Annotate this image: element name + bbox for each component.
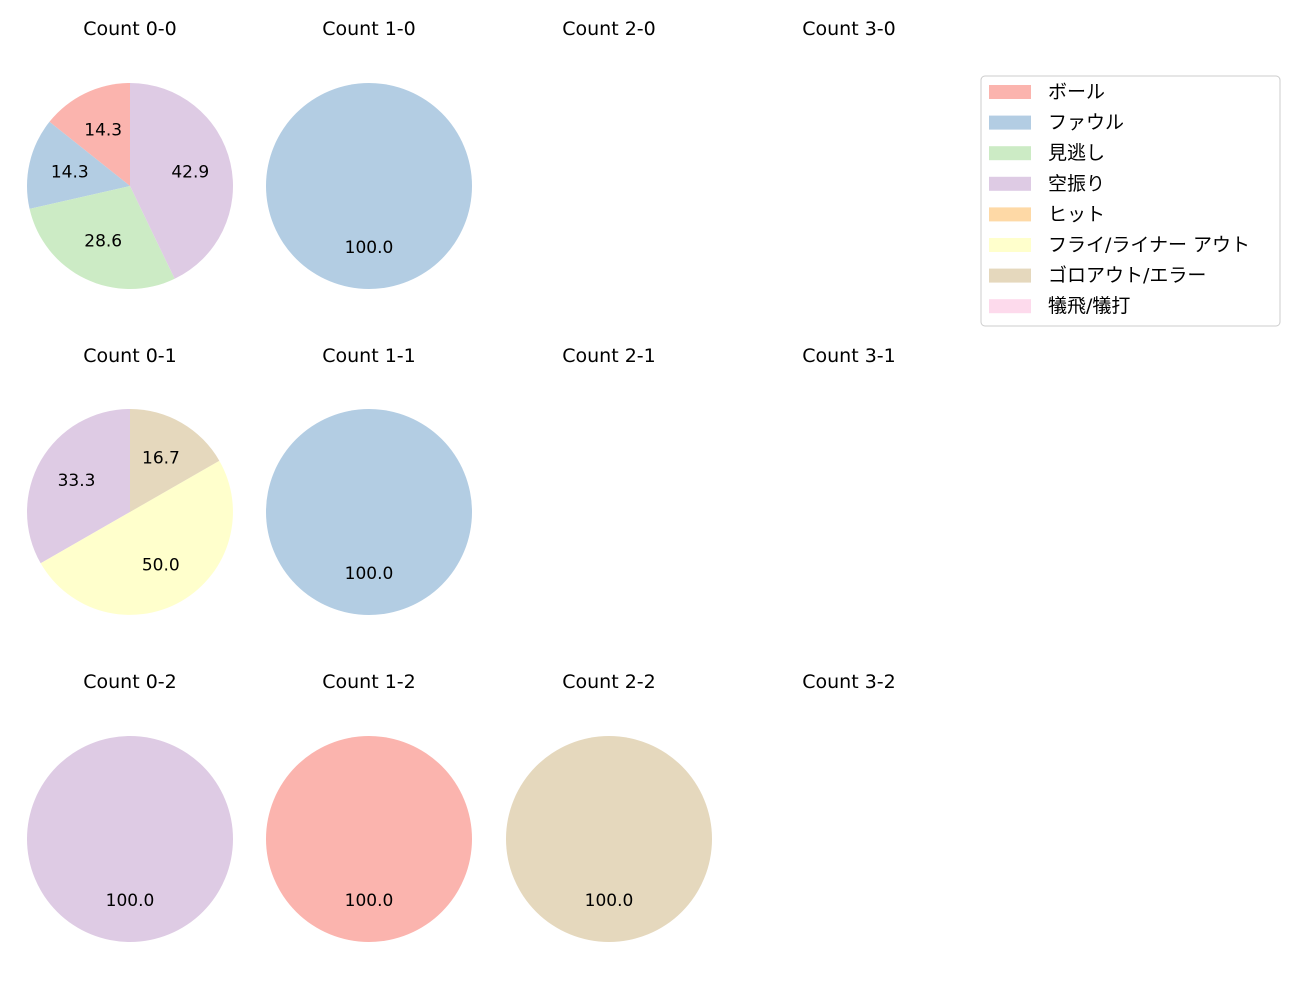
pie-chart-count-0-2: Count 0-2 100.0	[27, 671, 233, 942]
legend-swatch	[989, 238, 1031, 252]
pie-slice	[130, 409, 220, 512]
legend-swatch	[989, 268, 1031, 283]
legend-frame	[980, 75, 1281, 327]
legend-label: ボール	[1048, 81, 1105, 103]
pie-title: Count 1-1	[322, 345, 416, 367]
pie-title: Count 3-1	[802, 345, 896, 367]
legend-swatch	[989, 207, 1031, 222]
pie-slice	[506, 736, 712, 942]
pie-slice	[27, 409, 130, 564]
slice-label: 100.0	[345, 891, 394, 911]
pie-slice	[266, 409, 472, 615]
legend-label: ファウル	[1048, 112, 1124, 134]
legend-swatch	[989, 299, 1031, 314]
pie-title: Count 1-0	[322, 18, 416, 40]
pie-chart-count-2-0: Count 2-0	[562, 18, 656, 40]
pie-chart-count-1-2: Count 1-2 100.0	[266, 671, 472, 942]
pie-slice	[130, 83, 234, 279]
slice-label: 16.7	[142, 449, 180, 469]
pie-title: Count 1-2	[322, 671, 416, 693]
legend-swatch	[989, 85, 1031, 99]
pie-chart-count-2-1: Count 2-1	[562, 345, 656, 367]
slice-label: 100.0	[345, 238, 394, 258]
slice-label: 100.0	[585, 891, 634, 911]
pie-chart-count-0-1: Count 0-1 33.3 50.0 16.7	[27, 345, 233, 615]
pie-title: Count 2-0	[562, 18, 656, 40]
legend-swatch	[989, 176, 1031, 191]
slice-label: 28.6	[84, 232, 122, 252]
pie-title: Count 2-1	[562, 345, 656, 367]
pie-chart-count-0-0: Count 0-0 14.3 14.3 28.6 42.9	[26, 18, 234, 290]
legend-label: ゴロアウト/エラー	[1048, 265, 1206, 287]
pie-slice	[40, 460, 233, 615]
legend-swatch	[989, 146, 1031, 161]
pie-title: Count 0-2	[83, 671, 177, 693]
pie-chart-count-3-0: Count 3-0	[802, 18, 896, 40]
pie-chart-count-1-0: Count 1-0 100.0	[266, 18, 472, 289]
pie-slice	[29, 186, 175, 290]
pie-chart-count-1-1: Count 1-1 100.0	[266, 345, 472, 615]
slice-label: 42.9	[171, 162, 209, 182]
slice-label: 14.3	[84, 120, 122, 140]
pie-title: Count 3-2	[802, 671, 896, 693]
slice-label: 33.3	[58, 471, 96, 491]
pie-slice	[266, 736, 472, 942]
pie-slice	[266, 83, 472, 289]
legend-label: 犠飛/犠打	[1048, 295, 1130, 317]
pie-slice	[49, 83, 130, 186]
pie-chart-count-3-2: Count 3-2	[802, 671, 896, 693]
slice-label: 50.0	[142, 556, 180, 576]
pie-title: Count 0-0	[83, 18, 177, 40]
pie-title: Count 0-1	[83, 345, 177, 367]
pie-title: Count 2-2	[562, 671, 656, 693]
pie-chart-count-3-1: Count 3-1	[802, 345, 896, 367]
legend-label: 見逃し	[1048, 142, 1105, 164]
pie-slice	[27, 736, 233, 942]
pie-chart-count-2-2: Count 2-2 100.0	[506, 671, 712, 942]
slice-label: 14.3	[51, 162, 89, 182]
pie-title: Count 3-0	[802, 18, 896, 40]
legend-label: 空振り	[1048, 173, 1105, 195]
pie-slice	[26, 121, 130, 209]
legend-label: フライ/ライナー アウト	[1048, 234, 1250, 256]
slice-label: 100.0	[345, 564, 394, 584]
legend-label: ヒット	[1048, 203, 1105, 225]
legend-swatch	[989, 115, 1031, 130]
slice-label: 100.0	[106, 891, 155, 911]
